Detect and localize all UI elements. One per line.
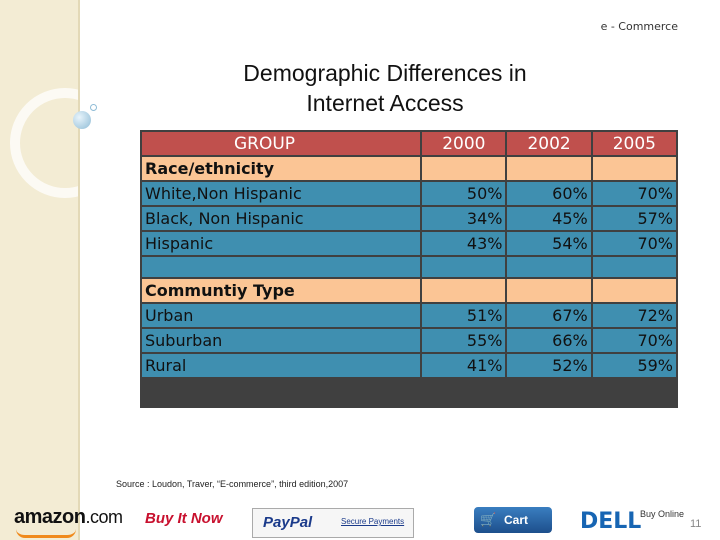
cell-2000: 43% [422,232,506,255]
source-citation: Source : Loudon, Traver, “E-commerce”, t… [116,479,349,489]
header-group: GROUP [142,132,421,155]
amazon-logo: amazon.com [14,506,123,529]
cell-2005: 57% [592,207,676,230]
row-label: White,Non Hispanic [142,182,421,205]
header-tag: e - Commerce [600,20,678,33]
decorative-sidebar [0,0,120,540]
demographics-table: GROUP 2000 2002 2005 Race/ethnicity Whit… [140,130,678,408]
decorative-small-bubble-icon [90,104,97,111]
cell-2002: 60% [507,182,591,205]
decorative-bubble-icon [73,111,91,129]
title-line-2: Internet Access [306,90,464,116]
cell-2005: 59% [592,354,676,377]
cell-2000: 55% [422,329,506,352]
cell-2000: 51% [422,304,506,327]
buy-it-now-logo: Buy It Now [145,510,223,527]
cell-2002: 67% [507,304,591,327]
cell-2005: 70% [592,329,676,352]
section-label: Race/ethnicity [142,157,421,180]
cell-2002: 52% [507,354,591,377]
logo-strip: amazon.com Buy It Now PayPal Secure Paym… [0,503,720,540]
header-2000: 2000 [422,132,506,155]
page-number: 11 [690,518,702,530]
row-label: Hispanic [142,232,421,255]
slide-title: Demographic Differences in Internet Acce… [150,58,620,118]
cart-label: Cart [504,513,529,527]
cell-2005: 70% [592,232,676,255]
header-2005: 2005 [592,132,676,155]
decorative-swirl [10,88,120,198]
row-label: Suburban [142,329,421,352]
secure-payments-link: Secure Payments [341,517,405,526]
header-2002: 2002 [507,132,591,155]
cell-2002: 66% [507,329,591,352]
row-label: Black, Non Hispanic [142,207,421,230]
table-header-row: GROUP 2000 2002 2005 [142,132,676,155]
table-row: Black, Non Hispanic 34% 45% 57% [142,207,676,230]
cart-button: 🛒 Cart [474,507,552,533]
section-label: Communtiy Type [142,279,421,302]
table-row: Hispanic 43% 54% 70% [142,232,676,255]
cell-2005: 72% [592,304,676,327]
dell-logo: DELL [580,509,642,534]
amazon-smile-icon [16,529,76,538]
paypal-badge: PayPal Secure Payments [252,508,414,538]
cell-2005: 70% [592,182,676,205]
table-row: Rural 41% 52% 59% [142,354,676,377]
sidebar-edge [78,0,80,540]
table-row: Urban 51% 67% 72% [142,304,676,327]
section-row-race: Race/ethnicity [142,157,676,180]
cell-2002: 54% [507,232,591,255]
amazon-wordmark: amazon [14,506,86,528]
title-line-1: Demographic Differences in [243,60,527,86]
cell-2002: 45% [507,207,591,230]
row-label: Urban [142,304,421,327]
shopping-cart-icon: 🛒 [480,512,497,527]
table-row: Suburban 55% 66% 70% [142,329,676,352]
row-label: Rural [142,354,421,377]
paypal-logo: PayPal [263,514,313,531]
buy-online-label: Buy Online [640,509,685,519]
table-row: White,Non Hispanic 50% 60% 70% [142,182,676,205]
cell-2000: 50% [422,182,506,205]
amazon-com: .com [85,507,123,527]
section-row-community: Communtiy Type [142,279,676,302]
cell-2000: 41% [422,354,506,377]
cell-2000: 34% [422,207,506,230]
blank-row [142,257,676,277]
